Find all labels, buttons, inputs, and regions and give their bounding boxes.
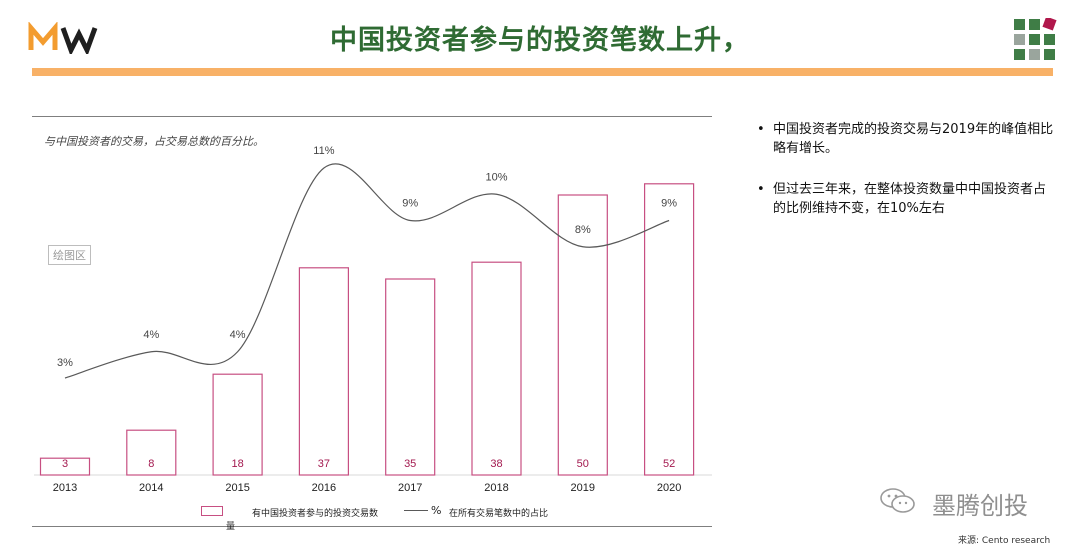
line-value-label: 8% xyxy=(575,224,591,236)
insight-bullets: • 中国投资者完成的投资交易与2019年的峰值相比略有增长。 • 但过去三年来，… xyxy=(757,120,1057,240)
bullet-text: 中国投资者完成的投资交易与2019年的峰值相比略有增长。 xyxy=(773,122,1054,156)
plot-area-tag: 绘图区 xyxy=(48,245,91,265)
legend-line-label: 在所有交易笔数中的占比 xyxy=(449,509,549,519)
grid-logo xyxy=(1014,18,1057,60)
bar-value-label: 8 xyxy=(148,458,154,470)
bar xyxy=(471,261,522,476)
line-value-label: 4% xyxy=(143,329,159,341)
line-value-label: 3% xyxy=(57,357,73,369)
line-value-label: 9% xyxy=(402,198,418,210)
bar xyxy=(39,457,91,476)
bullet-item: • 中国投资者完成的投资交易与2019年的峰值相比略有增长。 xyxy=(757,120,1057,158)
grid-logo-cell xyxy=(1029,34,1040,45)
bar-value-label: 52 xyxy=(663,458,675,470)
source-note: 来源: Cento research xyxy=(958,536,1051,546)
x-tick-label: 2016 xyxy=(312,482,336,494)
line-value-label: 11% xyxy=(313,145,334,157)
grid-logo-cell xyxy=(1014,19,1025,30)
chart-legend: 有中国投资者参与的投资交易数 量 % 在所有交易笔数中的占比 xyxy=(0,500,1080,540)
line-value-label: 4% xyxy=(230,329,246,341)
grid-logo-cell xyxy=(1042,18,1057,31)
line-value-label: 9% xyxy=(661,198,677,210)
grid-logo-cell xyxy=(1014,34,1025,45)
line-value-label: 10% xyxy=(485,171,507,183)
page-title: 中国投资者参与的投资笔数上升， xyxy=(330,25,750,56)
grid-logo-cell xyxy=(1029,49,1040,60)
x-tick-label: 2014 xyxy=(139,482,163,494)
percent-line xyxy=(64,163,670,379)
bar-value-label: 37 xyxy=(318,458,330,470)
bar xyxy=(643,183,695,476)
bar-value-label: 35 xyxy=(404,458,416,470)
bar-value-label: 50 xyxy=(577,458,589,470)
bar-value-label: 3 xyxy=(62,458,68,470)
chart-bottom-rule xyxy=(32,526,712,527)
bar xyxy=(212,373,263,476)
chart-subtitle: 与中国投资者的交易，占交易总数的百分比。 xyxy=(44,135,264,148)
chart-top-rule xyxy=(32,116,712,117)
legend-line-symbol: % xyxy=(431,504,442,517)
legend-line-swatch xyxy=(404,510,428,511)
grid-logo-cell xyxy=(1014,49,1025,60)
bar-value-label: 38 xyxy=(490,458,502,470)
bullet-symbol: • xyxy=(757,182,765,197)
bullet-item: • 但过去三年来，在整体投资数量中中国投资者占的比例维持不变，在10%左右 xyxy=(757,180,1057,218)
legend-bar-label-wrap: 量 xyxy=(226,522,236,532)
bar xyxy=(385,278,436,476)
legend-bar-swatch xyxy=(201,506,223,516)
watermark-text: 墨腾创投 xyxy=(932,492,1028,520)
bullet-text: 但过去三年来，在整体投资数量中中国投资者占的比例维持不变，在10%左右 xyxy=(773,182,1047,216)
bullet-symbol: • xyxy=(757,122,765,137)
grid-logo-cell xyxy=(1044,34,1055,45)
legend-bar-label: 有中国投资者参与的投资交易数 xyxy=(252,509,379,519)
mw-logo xyxy=(28,22,98,54)
bar xyxy=(126,429,177,476)
x-tick-label: 2019 xyxy=(571,482,595,494)
x-tick-label: 2013 xyxy=(53,482,77,494)
bar xyxy=(298,267,349,476)
x-tick-label: 2018 xyxy=(484,482,508,494)
header-accent-bar xyxy=(32,68,1053,76)
bar xyxy=(557,194,608,476)
bar-value-label: 18 xyxy=(231,458,243,470)
grid-logo-cell xyxy=(1029,19,1040,30)
wechat-icon xyxy=(880,488,915,513)
x-tick-label: 2015 xyxy=(225,482,249,494)
grid-logo-cell xyxy=(1044,49,1055,60)
x-tick-label: 2017 xyxy=(398,482,422,494)
x-tick-label: 2020 xyxy=(657,482,681,494)
